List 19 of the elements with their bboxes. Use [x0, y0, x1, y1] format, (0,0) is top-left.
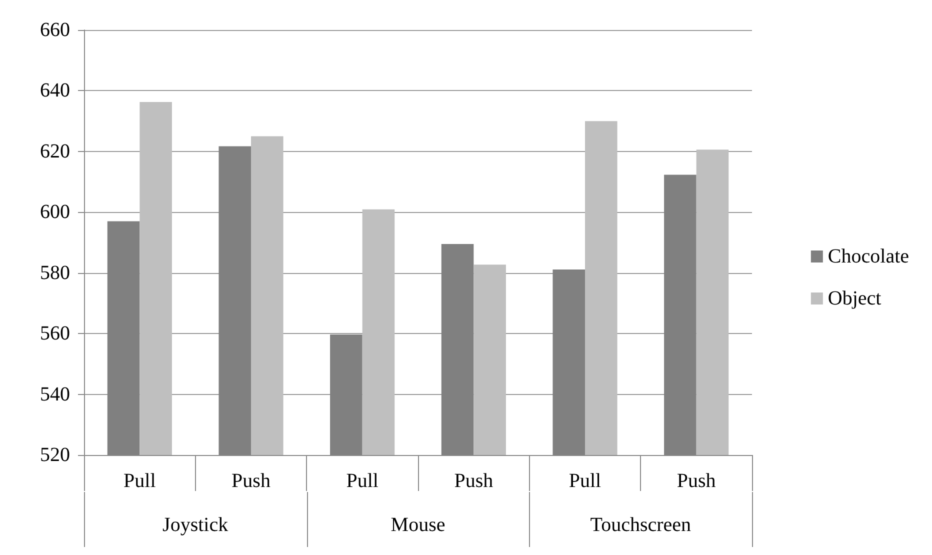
- legend-label: Object: [828, 288, 882, 310]
- y-tick-label: 540: [40, 383, 70, 406]
- y-tick-label: 600: [40, 201, 70, 224]
- y-tick-label: 620: [40, 140, 70, 162]
- y-tick-label: 560: [40, 322, 70, 345]
- x-tick-label: Pull: [568, 470, 602, 492]
- x-tick-label: Push: [676, 470, 716, 492]
- legend-label: Chocolate: [828, 246, 910, 268]
- y-tick-label: 640: [40, 80, 70, 102]
- text: Touchscreen: [590, 514, 692, 536]
- text: Joystick: [162, 514, 228, 536]
- y-tick-label: 580: [40, 262, 70, 284]
- x-tick-label: Pull: [124, 470, 156, 492]
- text: Mouse: [390, 514, 446, 536]
- x-tick-label: Pull: [346, 470, 379, 492]
- y-tick-label: 660: [40, 19, 70, 41]
- y-tick-label: 520: [40, 444, 70, 466]
- x-tick-label: Push: [454, 470, 494, 492]
- x-tick-label: Push: [232, 470, 270, 492]
